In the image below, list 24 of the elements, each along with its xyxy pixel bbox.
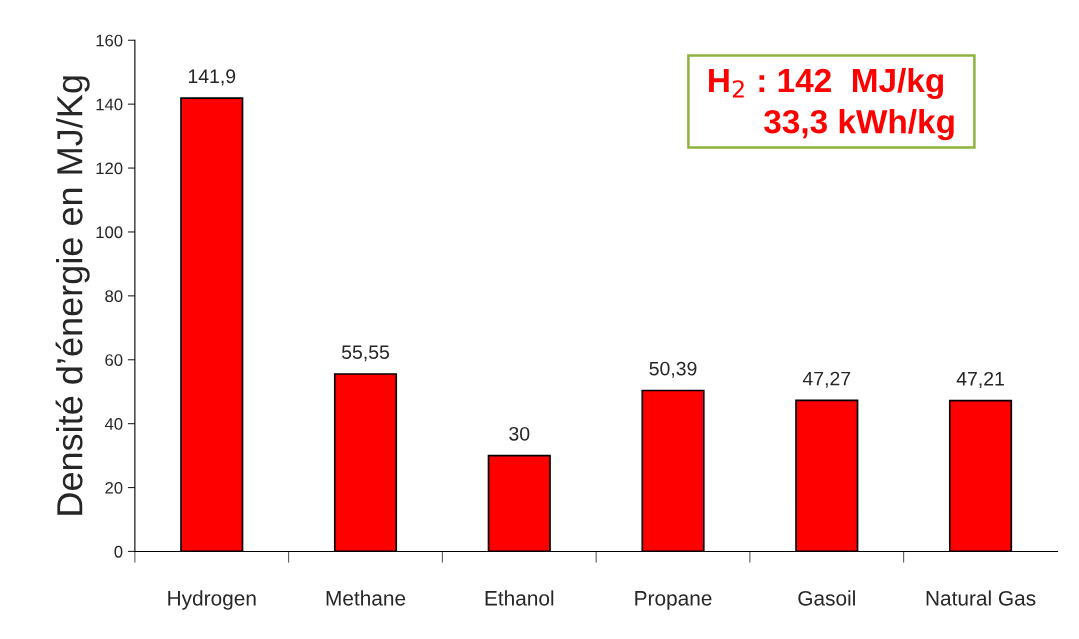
y-tick-label: 160 xyxy=(96,34,123,47)
y-tick-label: 20 xyxy=(105,481,123,494)
y-tick-label: 60 xyxy=(105,354,123,366)
x-tick-label: Propane xyxy=(635,591,712,610)
data-label: 30 xyxy=(509,426,530,441)
x-tick-label: Hydrogen xyxy=(168,590,256,610)
data-label: 47,27 xyxy=(802,371,851,388)
x-tick-label: Ethanol xyxy=(485,590,554,606)
y-tick-label: 80 xyxy=(105,290,123,303)
y-axis-title: Densité d’énergie en MJ/Kg xyxy=(55,76,90,515)
y-tick-label: 40 xyxy=(104,418,123,430)
y-tick-label: 120 xyxy=(96,162,123,175)
annotation: 33,3 kWh/kg xyxy=(764,109,954,141)
x-tick-label: Methane xyxy=(326,590,406,606)
data-label: 55,55 xyxy=(341,345,390,362)
data-label: 50,39 xyxy=(649,361,697,378)
y-tick-label: 100 xyxy=(96,226,123,239)
x-tick-label: Natural Gas xyxy=(926,590,1036,606)
annotation: H$_{2}$ : 142 MJ/kg xyxy=(709,67,943,100)
x-tick-label: Gasoil xyxy=(798,590,855,606)
data-label: 141,9 xyxy=(188,69,236,86)
y-tick-label: 140 xyxy=(96,98,123,111)
data-label: 47,21 xyxy=(956,371,1004,388)
y-tick-label: 0 xyxy=(114,545,123,558)
